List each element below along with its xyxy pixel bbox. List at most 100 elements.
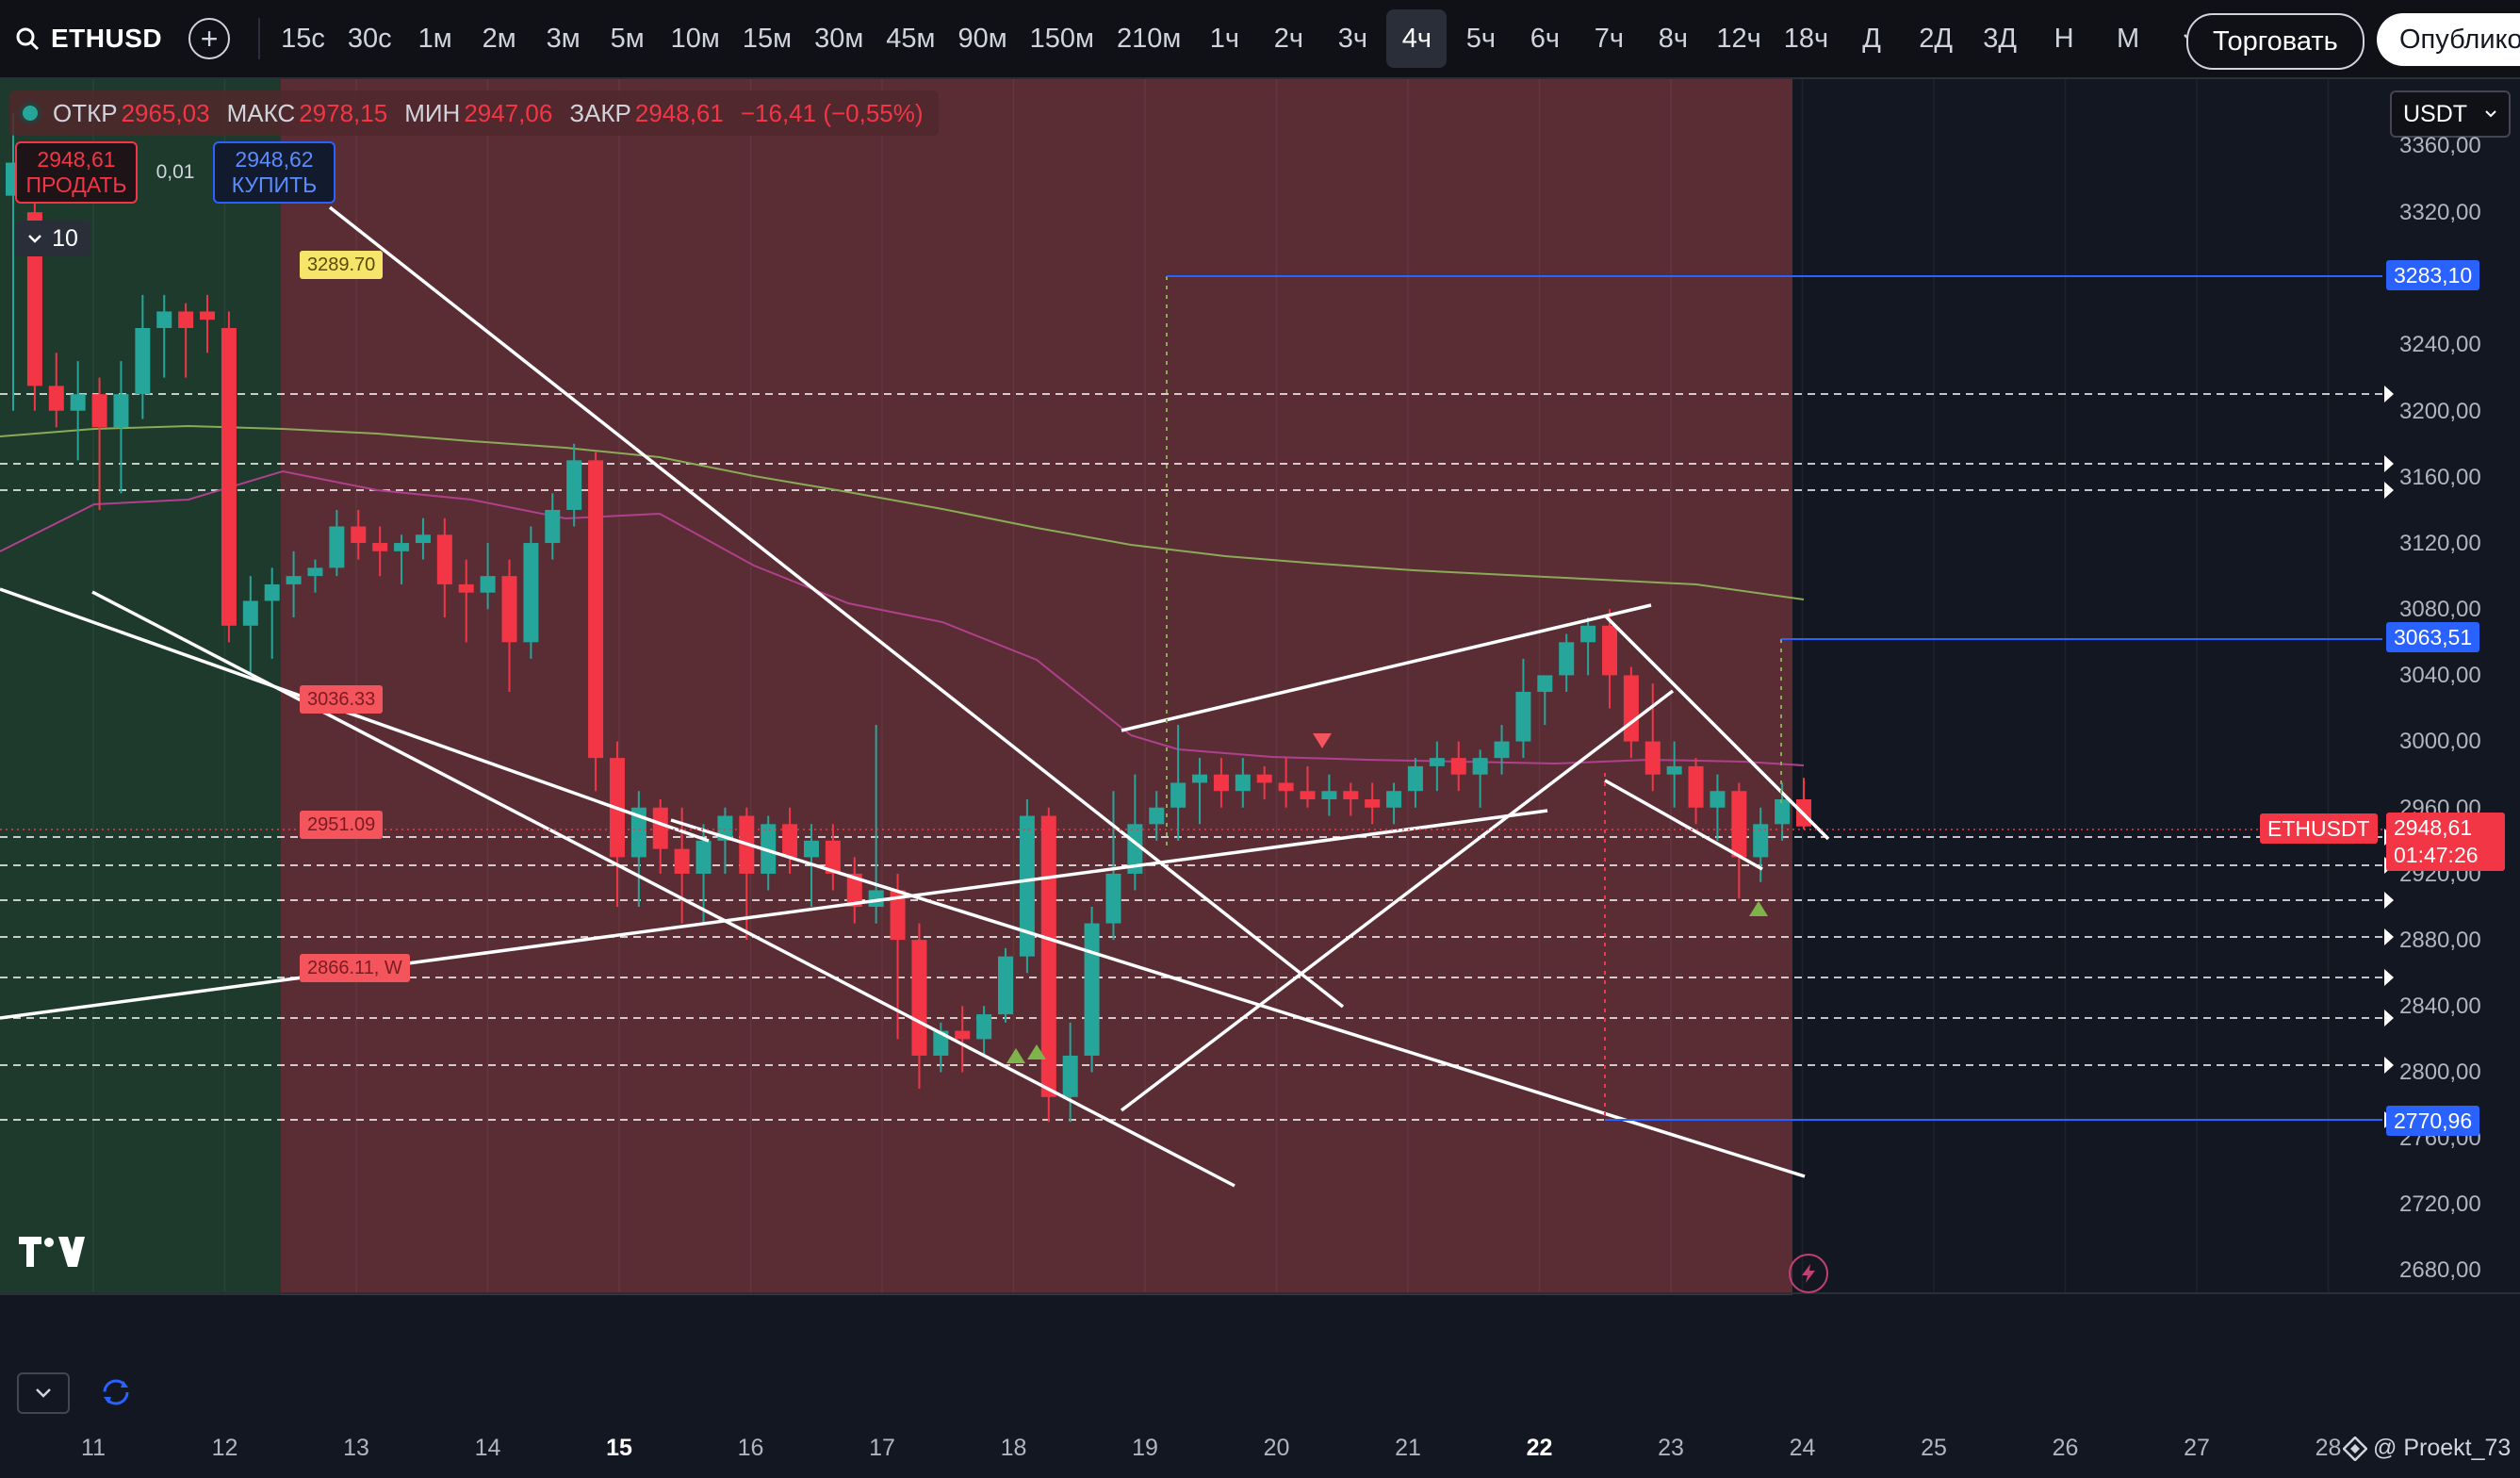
timeframe-button[interactable]: 3м: [546, 23, 581, 54]
timeframe-button[interactable]: 4ч: [1386, 9, 1448, 68]
symbol-search[interactable]: ETHUSD: [0, 0, 183, 77]
trendline[interactable]: [0, 587, 710, 843]
add-symbol-button[interactable]: +: [188, 18, 231, 59]
refresh-icon[interactable]: [100, 1376, 132, 1408]
timeframe-button[interactable]: 7ч: [1594, 23, 1624, 54]
candle: [1019, 798, 1035, 974]
candle: [135, 294, 151, 419]
trade-button[interactable]: Торговать: [2186, 13, 2365, 70]
level-arrow: [2384, 892, 2394, 909]
time-axis-label: 24: [1789, 1435, 1816, 1461]
trendline[interactable]: [670, 818, 1806, 1178]
candle: [1688, 758, 1704, 825]
timeframe-button[interactable]: 45м: [886, 23, 936, 54]
sell-button[interactable]: 2948,61 ПРОДАТЬ: [15, 141, 138, 204]
timeframe-button[interactable]: 1м: [417, 23, 452, 54]
buy-price: 2948,62: [235, 147, 314, 172]
price-axis-label: 3320,00: [2399, 200, 2481, 225]
timeframe-button[interactable]: 15с: [281, 23, 325, 54]
timeframe-button[interactable]: 12ч: [1716, 23, 1761, 54]
timeframe-button[interactable]: 1ч: [1209, 23, 1239, 54]
sell-price: 2948,61: [37, 147, 116, 172]
timeframe-button[interactable]: 90м: [957, 23, 1007, 54]
visibility-toggle-icon[interactable]: [19, 102, 41, 124]
bolt-icon[interactable]: [1789, 1254, 1828, 1293]
trendline[interactable]: [1603, 614, 1830, 841]
trendline[interactable]: [328, 205, 1345, 1009]
timeframe-button[interactable]: 5ч: [1465, 23, 1496, 54]
time-axis-label: 19: [1132, 1435, 1158, 1461]
timeframe-button[interactable]: 150м: [1029, 23, 1094, 54]
trendline[interactable]: [1604, 779, 1763, 871]
change-value: −16,41 (−0,55%): [740, 98, 924, 127]
alert-label[interactable]: 3036.33: [300, 685, 384, 714]
candle: [436, 517, 452, 618]
currency-select[interactable]: USDT: [2390, 90, 2511, 138]
candle: [1731, 782, 1747, 899]
current-price-value: 2948,61: [2394, 815, 2473, 840]
high-value: 2978,15: [299, 98, 388, 127]
candle: [1300, 765, 1316, 808]
time-axis-label: 18: [1000, 1435, 1027, 1461]
candle: [1515, 658, 1531, 759]
timeframe-button[interactable]: 15м: [742, 23, 793, 54]
timeframe-button[interactable]: 210м: [1117, 23, 1182, 54]
alert-label[interactable]: 2866.11, W: [300, 954, 410, 982]
ma-200-line: [0, 424, 1805, 600]
trendline[interactable]: [91, 590, 1235, 1188]
candle: [1601, 609, 1617, 709]
timeframe-button[interactable]: Н: [2054, 23, 2074, 54]
candle: [1235, 758, 1251, 808]
timeframe-button[interactable]: 3ч: [1337, 23, 1367, 54]
quantity-selector[interactable]: 10: [15, 221, 90, 256]
timeframe-button[interactable]: 10м: [670, 23, 720, 54]
timeframe-button[interactable]: 3Д: [1983, 23, 2017, 54]
candle: [458, 559, 474, 643]
price-chart[interactable]: [0, 79, 2520, 1299]
level-arrow: [2384, 482, 2394, 499]
candle: [221, 311, 237, 643]
tradingview-logo-icon[interactable]: [19, 1235, 85, 1269]
candle: [1170, 725, 1186, 841]
quantity-value: 10: [52, 224, 78, 252]
publish-button[interactable]: Опублико: [2377, 13, 2520, 66]
timeframe-button[interactable]: 8ч: [1658, 23, 1688, 54]
collapse-panel-button[interactable]: [17, 1372, 70, 1414]
trendline[interactable]: [0, 809, 1548, 1020]
candle: [1062, 1022, 1078, 1123]
timeframe-button[interactable]: 2ч: [1273, 23, 1303, 54]
trendline[interactable]: [1121, 603, 1652, 732]
alert-label-yellow[interactable]: 3289.70: [300, 251, 384, 279]
timeframe-button[interactable]: 6ч: [1530, 23, 1560, 54]
timeframe-button[interactable]: Д: [1862, 23, 1881, 54]
time-axis-label: 11: [81, 1435, 106, 1461]
timeframe-button[interactable]: 2Д: [1919, 23, 1953, 54]
low-value: 2947,06: [464, 98, 553, 127]
timeframe-button[interactable]: 5м: [610, 23, 645, 54]
buy-button[interactable]: 2948,62 КУПИТЬ: [213, 141, 335, 204]
candle: [630, 791, 646, 908]
time-axis-label: 22: [1526, 1435, 1553, 1461]
timeframe-button[interactable]: 30с: [347, 23, 392, 54]
time-axis-label: 17: [869, 1435, 895, 1461]
time-axis-label: 21: [1395, 1435, 1421, 1461]
timeframe-button[interactable]: 30м: [814, 23, 864, 54]
signal-markers: [1006, 733, 1768, 1063]
candle: [1343, 782, 1359, 816]
dashed-levels: [0, 393, 2382, 1121]
trendline[interactable]: [1120, 689, 1675, 1112]
current-price-tag: 2948,61 01:47:26: [2386, 813, 2505, 871]
timeframe-button[interactable]: 2м: [482, 23, 516, 54]
symbol-name: ETHUSD: [51, 24, 163, 53]
alert-label[interactable]: 2951.09: [300, 811, 384, 839]
price-axis-label: 3240,00: [2399, 332, 2481, 357]
open-value: 2965,03: [121, 98, 210, 127]
timeframe-button[interactable]: М: [2116, 23, 2140, 54]
candle: [1127, 774, 1143, 891]
candle: [480, 543, 496, 610]
timeframe-button[interactable]: 18ч: [1783, 23, 1829, 54]
price-axis-label: 3120,00: [2399, 531, 2481, 556]
time-axis-label: 26: [2052, 1435, 2079, 1461]
timeframe-list: 15с 30с 1м 2м 3м 5м 10м 15м 30м 45м 90м 150м 210м 1ч 2…: [270, 9, 2160, 68]
candle: [394, 534, 410, 584]
